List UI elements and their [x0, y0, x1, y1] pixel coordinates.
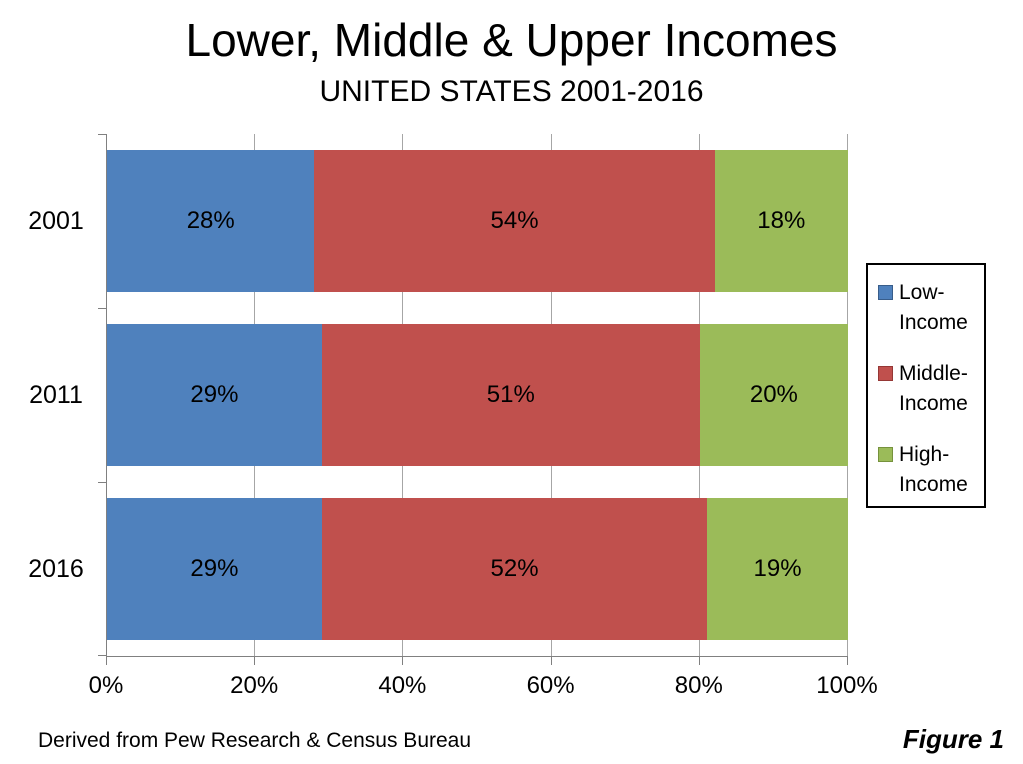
bar-row-2011: 29% 51% 20% [107, 324, 848, 466]
bar-value-label: 19% [753, 555, 802, 582]
category-axis-labels: 2001 2011 2016 [20, 134, 92, 656]
bar-value-label: 20% [749, 381, 798, 408]
legend: Low- Income Middle- Income High- Income [866, 263, 986, 508]
legend-swatch-low-income-icon [878, 285, 893, 300]
chart-title: Lower, Middle & Upper Incomes [185, 14, 838, 66]
value-axis-tick-100 [847, 656, 848, 665]
figure-label: Figure 1 [902, 724, 1004, 754]
bar-segment-low-income-2016: 29% [107, 498, 322, 640]
value-axis-label-0: 0% [88, 672, 124, 699]
bar-segment-high-income-2011: 20% [699, 324, 848, 466]
category-axis-tick [98, 134, 107, 135]
bar-segment-high-income-2016: 19% [707, 498, 848, 640]
legend-label-line: High- [899, 443, 950, 466]
plot-area: 28% 54% 18% 29% 51% 20% 29% 52% 19% [98, 134, 848, 665]
bar-value-label: 18% [757, 207, 806, 234]
legend-label-line: Income [899, 473, 968, 496]
value-axis-tick-20 [254, 656, 256, 665]
bar-segment-middle-income-2011: 51% [321, 324, 700, 466]
legend-label-low-income: Low- Income [899, 278, 968, 338]
value-axis-label-80: 80% [674, 672, 723, 699]
bar-segment-low-income-2011: 29% [107, 324, 322, 466]
bar-value-label: 29% [190, 381, 239, 408]
legend-item-low-income: Low- Income [878, 278, 980, 338]
legend-item-middle-income: Middle- Income [878, 359, 980, 419]
bar-value-label: 51% [486, 381, 535, 408]
value-axis-tick-60 [550, 656, 552, 665]
value-axis-label-100: 100% [816, 672, 878, 699]
bar-value-label: 52% [490, 555, 539, 582]
category-axis-label-2016: 2016 [28, 555, 84, 583]
value-axis-labels: 0% 20% 40% 60% 80% 100% [89, 672, 878, 704]
chart-subtitle: UNITED STATES 2001-2016 [319, 75, 704, 108]
legend-swatch-high-income-icon [878, 447, 893, 462]
category-axis-tick [98, 655, 107, 656]
bar-segment-middle-income-2016: 52% [321, 498, 708, 640]
legend-label-line: Income [899, 311, 968, 334]
category-axis-tick [98, 308, 107, 309]
source-note: Derived from Pew Research & Census Burea… [38, 729, 472, 752]
bar-row-2016: 29% 52% 19% [107, 498, 848, 640]
legend-item-high-income: High- Income [878, 440, 980, 500]
legend-swatch-middle-income-icon [878, 366, 893, 381]
value-axis-tick-0 [106, 656, 107, 665]
category-axis-label-2001: 2001 [28, 207, 84, 235]
legend-label-line: Low- [899, 281, 945, 304]
bar-row-2001: 28% 54% 18% [107, 150, 848, 292]
value-axis-tick-80 [698, 656, 700, 665]
bar-segment-low-income-2001: 28% [107, 150, 315, 292]
legend-label-middle-income: Middle- Income [899, 359, 968, 419]
bar-value-label: 54% [490, 207, 539, 234]
legend-label-line: Income [899, 392, 968, 415]
legend-label-line: Middle- [899, 362, 968, 385]
value-axis-tick-40 [402, 656, 404, 665]
category-axis-label-2011: 2011 [29, 381, 83, 409]
category-axis-tick [98, 482, 107, 483]
bar-segment-high-income-2001: 18% [714, 150, 848, 292]
bar-segment-middle-income-2001: 54% [314, 150, 715, 292]
bar-value-label: 28% [186, 207, 235, 234]
legend-label-high-income: High- Income [899, 440, 968, 500]
value-axis-label-20: 20% [230, 672, 279, 699]
bar-value-label: 29% [190, 555, 239, 582]
value-axis-label-40: 40% [378, 672, 427, 699]
value-axis-label-60: 60% [526, 672, 575, 699]
